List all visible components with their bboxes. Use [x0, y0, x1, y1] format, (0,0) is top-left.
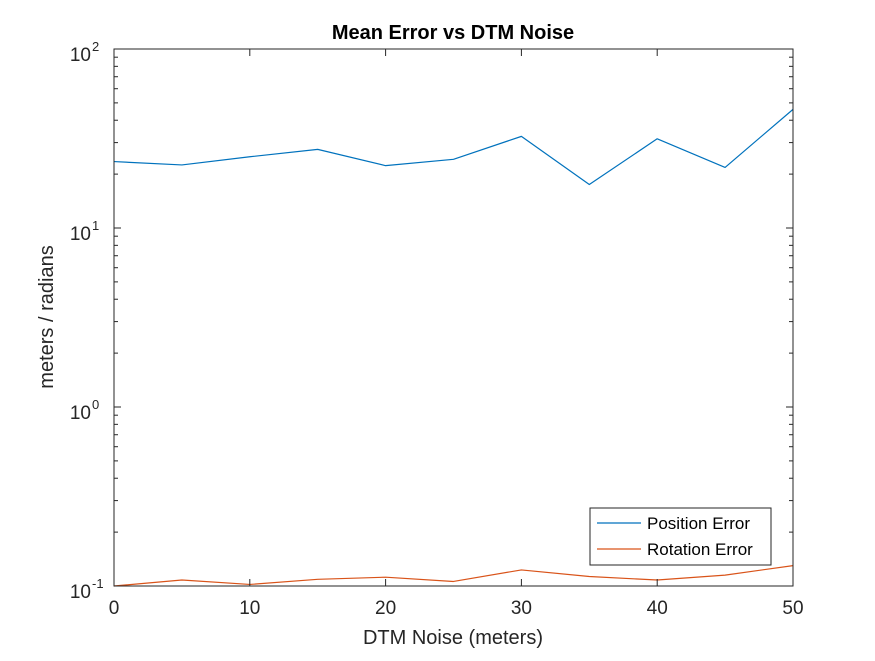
data-point-position-error [453, 159, 454, 160]
x-tick-label: 50 [782, 598, 803, 619]
data-point-rotation-error [521, 569, 522, 570]
legend-box [589, 507, 772, 566]
y-tick-label: 10 0 [70, 397, 99, 424]
data-point-rotation-error [385, 577, 386, 578]
data-point-position-error [521, 136, 522, 137]
plot-area [114, 49, 793, 586]
legend-label-rotation-error: Rotation Error [647, 540, 753, 559]
data-point-position-error [657, 138, 658, 139]
x-tick-label: 0 [109, 598, 120, 619]
y-tick-label-base: 10 [70, 582, 91, 603]
y-axis-title: meters / radians [36, 245, 58, 388]
data-point-rotation-error [181, 579, 182, 580]
y-tick-label: 10 2 [70, 39, 99, 66]
legend-label-position-error: Position Error [647, 514, 750, 533]
series-line-position-error [113, 108, 794, 186]
x-tick-label: 10 [239, 598, 260, 619]
y-tick-label: 10 1 [70, 218, 99, 245]
data-point-rotation-error [725, 575, 726, 576]
data-point-rotation-error [453, 581, 454, 582]
data-point-rotation-error [317, 579, 318, 580]
x-tick-label: 30 [511, 598, 532, 619]
y-tick-label-base: 10 [70, 403, 91, 424]
y-tick-label-exponent: 2 [92, 39, 99, 54]
axes-box [113, 48, 794, 587]
y-tick-label: 10 -1 [70, 576, 104, 603]
x-tick-label: 20 [375, 598, 396, 619]
data-point-rotation-error [589, 576, 590, 577]
legend: Position Error Rotation Error [589, 507, 772, 566]
y-tick-label-exponent: 0 [92, 397, 99, 412]
data-point-position-error [181, 164, 182, 165]
y-tick-label-base: 10 [70, 224, 91, 245]
series-line-rotation-error [113, 565, 794, 587]
x-tick-label: 40 [647, 598, 668, 619]
data-point-position-error [589, 184, 590, 185]
y-tick-label-exponent: 1 [92, 218, 99, 233]
data-point-position-error [249, 156, 250, 157]
y-tick-label-base: 10 [70, 45, 91, 66]
data-point-position-error [725, 167, 726, 168]
data-point-position-error [317, 149, 318, 150]
data-point-position-error [385, 165, 386, 166]
x-axis-title: DTM Noise (meters) [363, 627, 543, 649]
y-tick-label-exponent: -1 [92, 576, 104, 591]
chart-title: Mean Error vs DTM Noise [332, 22, 574, 44]
